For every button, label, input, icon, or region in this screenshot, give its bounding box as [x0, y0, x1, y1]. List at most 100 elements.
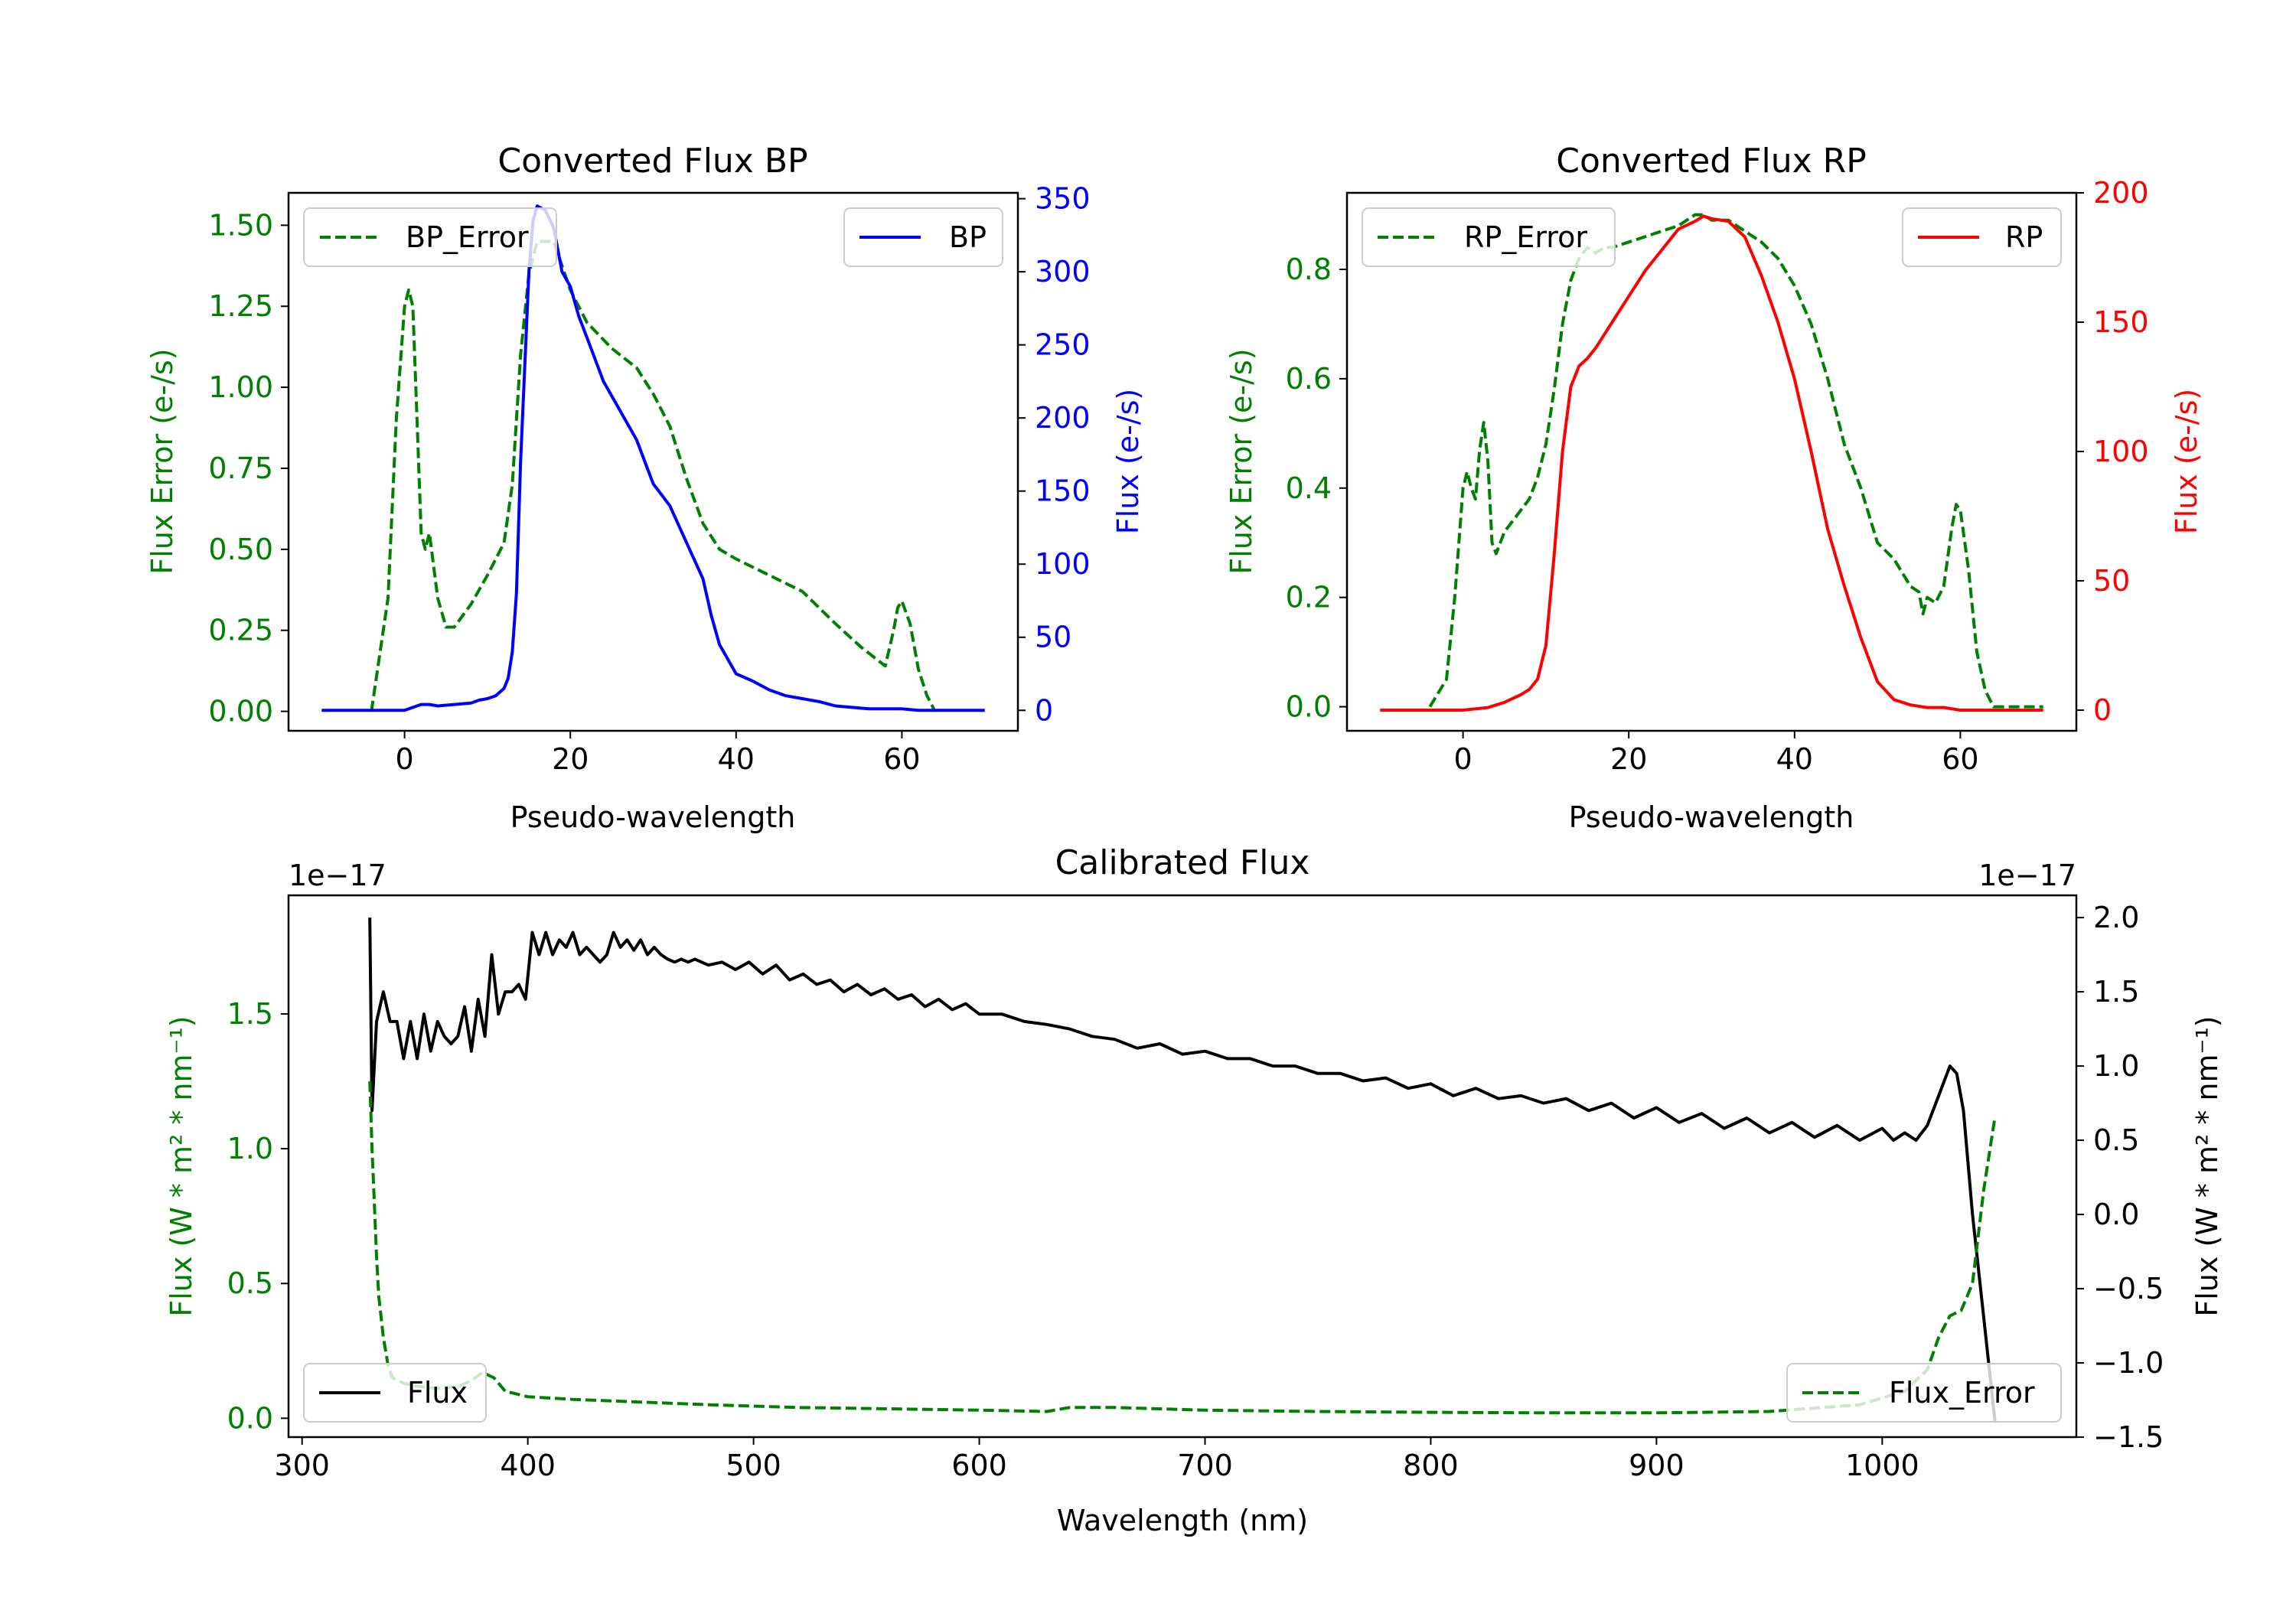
bp-legend-flux-label: BP: [949, 220, 987, 254]
calibrated-legend-flux-label: Flux: [407, 1376, 468, 1410]
rp-left-tick-label: 0.4: [1286, 471, 1332, 505]
rp-legend-flux: RP: [1902, 207, 2062, 267]
rp-legend-error-box: [1362, 207, 1616, 267]
bp-x-axis: 0 20 40 60: [396, 731, 921, 776]
rp-series-rp: [1380, 214, 2043, 712]
calibrated-legend-error: Flux_Error: [1786, 1363, 2062, 1423]
bp-left-label: Flux Error (e-/s): [145, 348, 179, 574]
bp-x-tick-label: 0: [396, 742, 414, 776]
rp-left-tick-label: 0.6: [1286, 362, 1332, 396]
rp-series-rp-error: [1428, 213, 2043, 709]
rp-axes-frame: [1345, 191, 2078, 732]
rp-x-tick-label: 60: [1942, 742, 1978, 776]
calibrated-x-tick-label: 800: [1403, 1449, 1459, 1482]
rp-right-tick-label: 150: [2093, 305, 2149, 339]
rp-panel: Converted Flux RP 0 20 40 60 0.00.20.40.60.…: [1225, 142, 2203, 834]
bp-plot-area: [321, 204, 985, 712]
rp-x-tick-label: 40: [1776, 742, 1813, 776]
bp-legend-flux: BP: [843, 207, 1003, 267]
rp-right-tick-label: 100: [2093, 435, 2149, 468]
calibrated-legend-flux-box: [303, 1363, 487, 1423]
calibrated-legend-error-label: Flux_Error: [1889, 1376, 2035, 1410]
bp-x-tick-label: 40: [718, 742, 755, 776]
bp-left-tick-label: 0.75: [208, 451, 273, 485]
rp-left-label: Flux Error (e-/s): [1225, 348, 1258, 574]
rp-legend-error-label: RP_Error: [1464, 220, 1587, 254]
bp-legend-flux-box: [843, 207, 1003, 267]
bp-right-tick-label: 50: [1035, 621, 1071, 654]
calibrated-right-tick-label: 1.0: [2093, 1049, 2139, 1083]
calibrated-right-offset-text: 1e−17: [1978, 859, 2076, 892]
bp-title: Converted Flux BP: [497, 142, 807, 181]
rp-left-axis: 0.0 0.2 0.4 0.6 0.8: [1286, 253, 1347, 724]
rp-right-tick-label: 200: [2093, 176, 2149, 210]
calibrated-x-axis: 300 400 500 600 700 800 900 1000: [274, 1437, 1919, 1482]
rp-legend-flux-label: RP: [2005, 220, 2043, 254]
calibrated-right-tick-label: 0.5: [2093, 1123, 2139, 1157]
bp-x-tick-label: 20: [552, 742, 589, 776]
calibrated-right-tick-label: −1.0: [2093, 1346, 2164, 1380]
bp-left-tick-label: 1.25: [208, 289, 273, 323]
calibrated-left-tick-label: 0.5: [227, 1266, 273, 1300]
calibrated-left-axis: 0.0 0.5 1.0 1.5: [227, 997, 289, 1435]
bp-left-axis: 0.00 0.25 0.50 0.75 1.00 1.25 1.50: [208, 208, 289, 729]
calibrated-right-tick-label: 0.0: [2093, 1198, 2139, 1231]
bp-right-axis: 0 50 100 150 200 250 300 350: [1018, 182, 1091, 727]
rp-x-tick-label: 20: [1610, 742, 1647, 776]
calibrated-right-axis: −1.5 −1.0 −0.5 0.0 0.5 1.0 1.5 2.0: [2076, 901, 2164, 1454]
calibrated-legend-flux: Flux: [303, 1363, 487, 1423]
calibrated-left-tick-label: 1.5: [227, 997, 273, 1031]
calibrated-x-tick-label: 500: [726, 1449, 781, 1482]
rp-left-tick-label: 0.2: [1286, 581, 1332, 614]
bp-legend-error-label: BP_Error: [406, 220, 529, 254]
rp-title: Converted Flux RP: [1556, 142, 1867, 181]
bp-right-tick-label: 150: [1035, 474, 1091, 508]
bp-x-label: Pseudo-wavelength: [510, 800, 796, 834]
bp-left-tick-label: 0.25: [208, 614, 273, 647]
bp-left-tick-label: 0.50: [208, 533, 273, 566]
calibrated-right-tick-label: 2.0: [2093, 901, 2139, 934]
calibrated-x-tick-label: 700: [1177, 1449, 1233, 1482]
bp-right-tick-label: 250: [1035, 328, 1091, 362]
rp-legend-flux-box: [1902, 207, 2062, 267]
bp-right-tick-label: 0: [1035, 693, 1053, 727]
calibrated-title: Calibrated Flux: [1055, 843, 1310, 882]
rp-x-axis: 0 20 40 60: [1454, 731, 1979, 776]
bp-series-bp: [321, 204, 985, 712]
rp-plot-area: [1380, 213, 2043, 712]
calibrated-legend-error-box: [1786, 1363, 2062, 1423]
bp-left-tick-label: 1.00: [208, 370, 273, 404]
bp-x-tick-label: 60: [883, 742, 920, 776]
rp-left-tick-label: 0.8: [1286, 253, 1332, 286]
calibrated-x-tick-label: 300: [274, 1449, 330, 1482]
bp-right-tick-label: 300: [1035, 255, 1091, 288]
bp-right-tick-label: 350: [1035, 182, 1091, 216]
calibrated-left-tick-label: 0.0: [227, 1401, 273, 1435]
bp-right-label: Flux (e-/s): [1111, 389, 1145, 534]
bp-panel: Converted Flux BP 0 20 40 60 0.000.250.500.…: [145, 142, 1145, 834]
calibrated-series-flux: [368, 918, 1997, 1423]
rp-x-label: Pseudo-wavelength: [1569, 800, 1854, 834]
bp-left-tick-label: 1.50: [208, 208, 273, 242]
calibrated-left-tick-label: 1.0: [227, 1132, 273, 1165]
calibrated-panel: Calibrated Flux 1e−17 1e−17 300 400 500 600…: [165, 843, 2224, 1537]
calibrated-x-label: Wavelength (nm): [1057, 1504, 1308, 1537]
rp-left-tick-label: 0.0: [1286, 690, 1332, 724]
calibrated-right-tick-label: −0.5: [2093, 1272, 2164, 1305]
calibrated-right-label: Flux (W * m² * nm⁻¹): [2190, 1015, 2224, 1316]
rp-right-tick-label: 50: [2093, 564, 2130, 598]
rp-right-tick-label: 0: [2093, 693, 2112, 727]
rp-x-tick-label: 0: [1454, 742, 1473, 776]
calibrated-left-offset-text: 1e−17: [289, 859, 386, 892]
bp-axes-frame: [287, 191, 1019, 732]
calibrated-x-tick-label: 400: [500, 1449, 556, 1482]
calibrated-right-tick-label: −1.5: [2093, 1420, 2164, 1454]
rp-right-label: Flux (e-/s): [2170, 389, 2203, 534]
calibrated-axes-frame: [287, 894, 2078, 1439]
calibrated-x-tick-label: 600: [951, 1449, 1007, 1482]
bp-left-tick-label: 0.00: [208, 695, 273, 729]
calibrated-x-tick-label: 1000: [1845, 1449, 1919, 1482]
bp-legend-error: BP_Error: [303, 207, 557, 267]
bp-right-tick-label: 200: [1035, 401, 1091, 435]
